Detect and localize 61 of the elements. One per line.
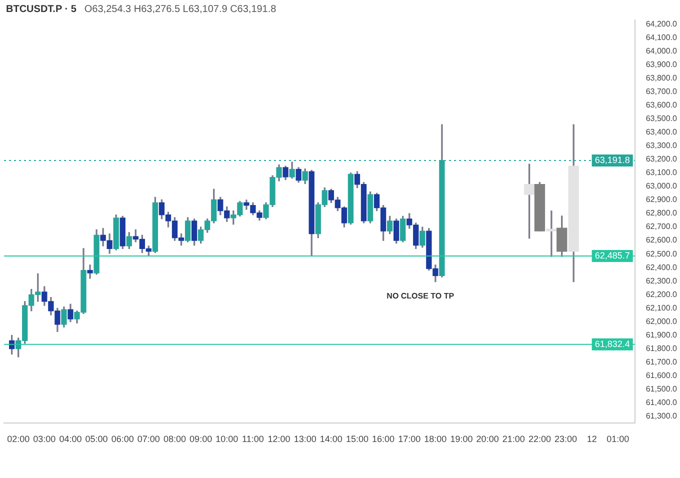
x-tick-label: 04:00 [59, 434, 82, 444]
y-tick-label: 61,400.0 [646, 398, 678, 408]
x-tick-label: 14:00 [320, 434, 342, 444]
x-tick-label: 05:00 [85, 434, 108, 444]
y-tick-label: 63,000.0 [646, 182, 678, 191]
y-tick-label: 62,300.0 [646, 276, 678, 286]
x-tick-label: 08:00 [163, 434, 186, 444]
x-tick-label: 18:00 [424, 434, 447, 444]
ref-line-label: 62,485.7 [594, 250, 630, 260]
y-tick-label: 63,300.0 [646, 141, 678, 150]
candlestick [87, 264, 93, 279]
y-tick-label: 63,100.0 [646, 168, 678, 178]
y-tick-label: 63,700.0 [646, 86, 678, 96]
y-tick-label: 64,100.0 [646, 32, 678, 42]
x-tick-label: 15:00 [346, 434, 368, 444]
x-tick-label: 22:00 [528, 434, 551, 444]
y-tick-label: 63,800.0 [646, 73, 678, 82]
x-tick-label: 12 [586, 434, 597, 444]
x-tick-label: 21:00 [502, 434, 525, 444]
y-tick-label: 63,200.0 [646, 154, 678, 164]
x-tick-label: 01:00 [606, 434, 630, 444]
annotation: NO CLOSE TO TP [386, 291, 455, 300]
x-tick-label: 11:00 [242, 434, 264, 444]
y-tick-label: 62,900.0 [646, 195, 678, 204]
y-tick-label: 63,500.0 [646, 114, 678, 123]
y-tick-label: 62,100.0 [646, 303, 678, 312]
y-tick-label: 62,400.0 [646, 262, 678, 272]
chart-subtitle: O63,254.3 H63,276.5 L63,107.9 C63,191.8 [84, 4, 276, 15]
x-tick-label: 06:00 [111, 434, 134, 444]
y-tick-label: 61,600.0 [646, 371, 678, 380]
y-tick-label: 62,800.0 [646, 208, 678, 218]
y-tick-label: 62,000.0 [646, 316, 678, 326]
y-tick-label: 61,300.0 [646, 412, 678, 421]
y-tick-label: 63,900.0 [646, 60, 678, 69]
ref-line-label: 63,191.8 [594, 154, 630, 165]
y-tick-label: 61,800.0 [646, 344, 678, 353]
x-tick-label: 19:00 [450, 434, 473, 444]
chart-title: BTCUSDT.P · 5 [6, 4, 76, 15]
y-tick-label: 62,500.0 [646, 249, 678, 258]
x-tick-label: 09:00 [190, 434, 212, 444]
ref-line-label: 61,832.4 [594, 338, 630, 349]
x-tick-label: 12:00 [268, 434, 290, 444]
y-tick-label: 62,600.0 [646, 236, 678, 245]
x-tick-label: 07:00 [137, 434, 160, 444]
y-tick-label: 63,400.0 [646, 128, 678, 137]
y-tick-label: 61,700.0 [646, 358, 678, 367]
x-tick-label: 13:00 [294, 434, 316, 444]
y-tick-label: 61,900.0 [646, 330, 678, 340]
y-tick-label: 62,200.0 [646, 290, 678, 299]
y-tick-label: 64,000.0 [646, 46, 678, 56]
x-tick-label: 16:00 [372, 434, 395, 444]
y-tick-label: 64,200.0 [646, 19, 678, 28]
y-tick-label: 61,500.0 [646, 384, 678, 394]
y-tick-label: 62,700.0 [646, 222, 678, 232]
x-tick-label: 17:00 [398, 434, 421, 444]
x-tick-label: 10:00 [216, 434, 238, 444]
x-tick-label: 02:00 [7, 434, 30, 444]
x-tick-label: 23:00 [554, 434, 578, 444]
y-tick-label: 63,600.0 [646, 100, 678, 110]
x-tick-label: 20:00 [476, 434, 499, 444]
x-tick-label: 03:00 [33, 434, 56, 444]
